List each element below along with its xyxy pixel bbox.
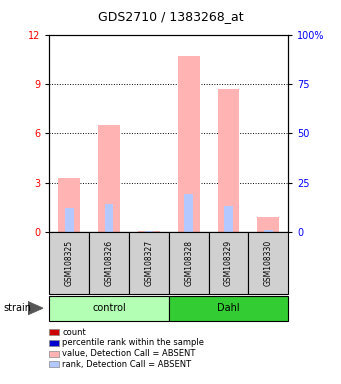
Bar: [184, 194, 193, 232]
Text: percentile rank within the sample: percentile rank within the sample: [62, 338, 204, 348]
Polygon shape: [28, 301, 43, 315]
Bar: [105, 204, 114, 232]
Bar: [58, 178, 80, 232]
Text: rank, Detection Call = ABSENT: rank, Detection Call = ABSENT: [62, 360, 192, 369]
Text: GSM108326: GSM108326: [105, 240, 114, 286]
Text: GDS2710 / 1383268_at: GDS2710 / 1383268_at: [98, 10, 243, 23]
Bar: [65, 208, 74, 232]
Text: strain: strain: [3, 303, 31, 313]
Bar: [218, 89, 239, 232]
Bar: [169, 232, 209, 294]
Bar: [224, 206, 233, 232]
Text: GSM108329: GSM108329: [224, 240, 233, 286]
Text: Dahl: Dahl: [217, 303, 240, 313]
Text: GSM108327: GSM108327: [144, 240, 153, 286]
Text: GSM108330: GSM108330: [264, 240, 273, 286]
Bar: [209, 232, 248, 294]
Bar: [89, 232, 129, 294]
Bar: [264, 230, 272, 232]
Text: control: control: [92, 303, 126, 313]
Bar: [49, 296, 169, 321]
Text: GSM108325: GSM108325: [65, 240, 74, 286]
Bar: [178, 56, 199, 232]
Text: value, Detection Call = ABSENT: value, Detection Call = ABSENT: [62, 349, 196, 358]
Bar: [257, 217, 279, 232]
Text: count: count: [62, 328, 86, 337]
Text: GSM108328: GSM108328: [184, 240, 193, 286]
Bar: [169, 296, 288, 321]
Bar: [98, 125, 120, 232]
Bar: [129, 232, 169, 294]
Bar: [248, 232, 288, 294]
Bar: [49, 232, 89, 294]
